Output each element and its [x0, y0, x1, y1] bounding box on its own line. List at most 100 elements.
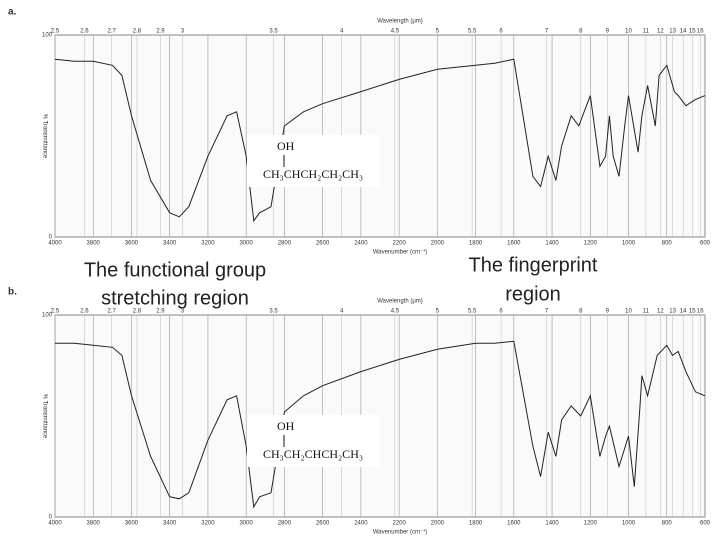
- spectrum-line: [55, 340, 706, 509]
- x-tick-label: 3400: [163, 241, 177, 247]
- panel-label: b.: [8, 287, 17, 298]
- structure-formula: CH₃CHCH₂CH₂CH₃: [263, 167, 363, 181]
- x-tick-label: 2000: [431, 521, 445, 527]
- x2-tick-label: 14: [680, 309, 687, 315]
- x2-tick-label: 4.5: [391, 29, 400, 35]
- x2-tick-label: 6: [499, 29, 503, 35]
- panel-label: a.: [8, 7, 17, 18]
- x2-tick-label: 13: [669, 29, 676, 35]
- structure-formula: CH₃CH₂CHCH₂CH₃: [263, 447, 363, 461]
- annotation-line: region: [505, 283, 561, 305]
- x2-tick-label: 13: [669, 309, 676, 315]
- annotation-line: The fingerprint: [469, 254, 598, 276]
- x2-tick-label: 10: [625, 309, 632, 315]
- structure-box: [247, 135, 380, 187]
- x2-tick-label: 2.8: [133, 309, 142, 315]
- x2-tick-label: 8: [579, 29, 583, 35]
- x2-tick-label: 2.5: [51, 29, 60, 35]
- x-tick-label: 3600: [125, 521, 139, 527]
- x-tick-label: 1400: [545, 241, 559, 247]
- x2-tick-label: 2.7: [107, 309, 116, 315]
- x-tick-label: 3800: [87, 521, 101, 527]
- x2-tick-label: 14: [680, 29, 687, 35]
- x2-tick-label: 12: [657, 309, 664, 315]
- x-tick-label: 3000: [239, 521, 253, 527]
- x2-tick-label: 2.8: [133, 29, 142, 35]
- x2-tick-label: 5: [436, 309, 440, 315]
- x2-tick-label: 2.6: [80, 29, 89, 35]
- x-tick-label: 2600: [316, 521, 330, 527]
- x-tick-label: 1200: [584, 241, 598, 247]
- y-axis-label: % Transmittance: [41, 114, 47, 159]
- x-tick-label: 2200: [392, 521, 406, 527]
- x-axis-label: Wavenumber (cm⁻¹): [373, 250, 427, 256]
- structure-group: OH: [277, 139, 295, 153]
- x2-tick-label: 2.5: [51, 309, 60, 315]
- x2-tick-label: 6: [499, 309, 503, 315]
- x-tick-label: 3800: [87, 241, 101, 247]
- x2-tick-label: 16: [697, 309, 704, 315]
- x2-tick-label: 4.5: [391, 309, 400, 315]
- x-tick-label: 2200: [392, 241, 406, 247]
- x2-tick-label: 15: [689, 29, 696, 35]
- annotation-line: stretching region: [101, 287, 249, 309]
- x2-tick-label: 7: [545, 309, 549, 315]
- x-tick-label: 3200: [201, 241, 215, 247]
- x-tick-label: 1200: [584, 521, 598, 527]
- x2-tick-label: 3: [181, 309, 185, 315]
- x-tick-label: 800: [662, 521, 673, 527]
- x2-tick-label: 8: [579, 309, 583, 315]
- x-axis-label: Wavenumber (cm⁻¹): [373, 530, 427, 536]
- x-tick-label: 4000: [48, 241, 62, 247]
- y-tick-label: 0: [49, 235, 53, 241]
- x-tick-label: 3200: [201, 521, 215, 527]
- x-tick-label: 3600: [125, 241, 139, 247]
- x2-tick-label: 11: [643, 309, 650, 315]
- y-axis-label: % Transmittance: [41, 394, 47, 439]
- x2-tick-label: 11: [643, 29, 650, 35]
- x2-tick-label: 2.6: [80, 309, 89, 315]
- x-tick-label: 4000: [48, 521, 62, 527]
- x2-axis-label: Wavelength (μm): [377, 19, 423, 25]
- x2-tick-label: 12: [657, 29, 664, 35]
- x2-tick-label: 5.5: [468, 29, 477, 35]
- x-tick-label: 2800: [278, 241, 292, 247]
- x-tick-label: 2000: [431, 241, 445, 247]
- x-tick-label: 3000: [239, 241, 253, 247]
- x2-tick-label: 3.5: [269, 309, 278, 315]
- x2-tick-label: 5: [436, 29, 440, 35]
- x-tick-label: 1000: [622, 521, 636, 527]
- y-tick-label: 100: [42, 33, 53, 39]
- y-tick-label: 100: [42, 313, 53, 319]
- x2-tick-label: 9: [606, 309, 610, 315]
- x2-tick-label: 9: [606, 29, 610, 35]
- x2-tick-label: 3: [181, 29, 185, 35]
- x2-tick-label: 2.9: [156, 309, 165, 315]
- x2-tick-label: 16: [697, 29, 704, 35]
- x-tick-label: 2400: [354, 521, 368, 527]
- x-tick-label: 1400: [545, 521, 559, 527]
- annotation-line: The functional group: [84, 259, 266, 281]
- x-tick-label: 2800: [278, 521, 292, 527]
- x-tick-label: 1800: [469, 521, 483, 527]
- x2-tick-label: 3.5: [269, 29, 278, 35]
- x-tick-label: 2600: [316, 241, 330, 247]
- y-tick-label: 0: [49, 515, 53, 521]
- x-tick-label: 1000: [622, 241, 636, 247]
- x2-tick-label: 5.5: [468, 309, 477, 315]
- x-tick-label: 800: [662, 241, 673, 247]
- x2-tick-label: 7: [545, 29, 549, 35]
- x2-tick-label: 4: [340, 29, 344, 35]
- structure-group: OH: [277, 419, 295, 433]
- x2-tick-label: 10: [625, 29, 632, 35]
- x-tick-label: 2400: [354, 241, 368, 247]
- spectrum-line: [54, 58, 706, 223]
- x-tick-label: 1600: [507, 241, 521, 247]
- x-tick-label: 1800: [469, 241, 483, 247]
- x2-tick-label: 2.9: [156, 29, 165, 35]
- structure-box: [247, 415, 380, 467]
- x2-tick-label: 2.7: [107, 29, 116, 35]
- x2-axis-label: Wavelength (μm): [377, 299, 423, 305]
- x-tick-label: 600: [700, 241, 711, 247]
